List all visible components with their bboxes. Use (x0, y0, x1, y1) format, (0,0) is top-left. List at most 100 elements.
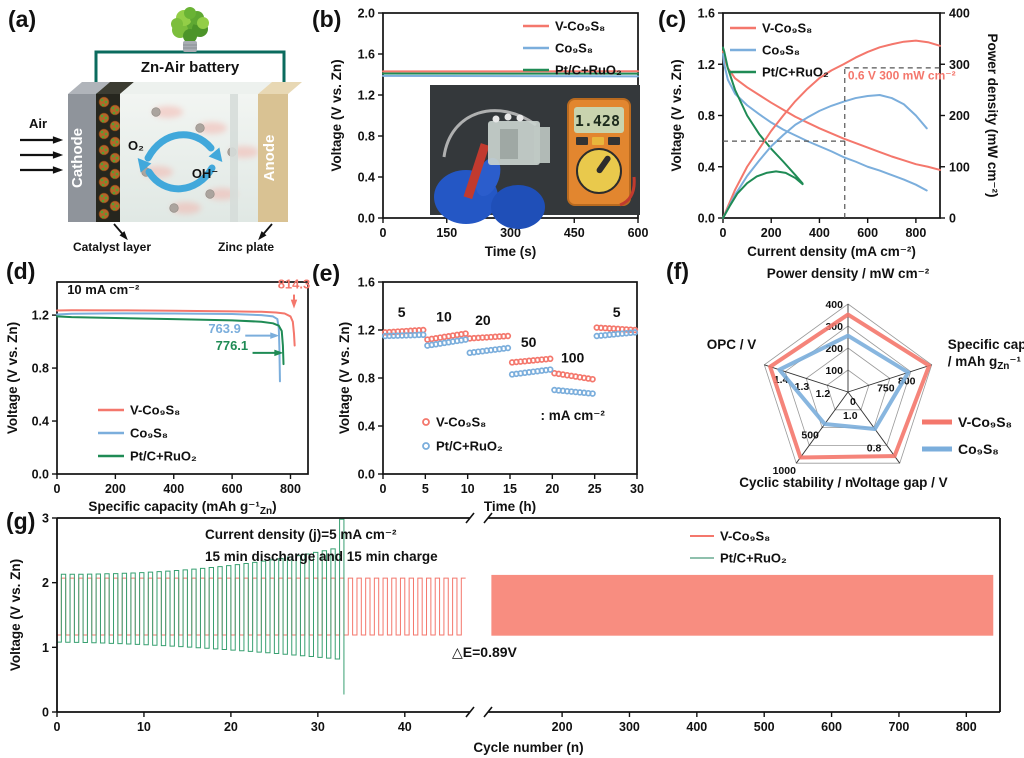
scatter-Pt/C+RuO₂ (504, 344, 512, 352)
panel-c-polarization-chart: 0 200 400 600 800 0.0 0.4 0.8 1.2 1.6 0 100 200 300 40… (669, 7, 1000, 260)
svg-text:0.8: 0.8 (358, 372, 375, 386)
svg-text:800: 800 (956, 720, 977, 734)
panel-b-label: (b) (312, 6, 342, 32)
svg-text:0: 0 (42, 706, 49, 720)
svg-text:600: 600 (821, 720, 842, 734)
svg-text:1.6: 1.6 (698, 7, 715, 21)
svg-text:600: 600 (857, 226, 878, 240)
svg-text:500: 500 (801, 430, 819, 442)
panel-b-multimeter-photo-inset: 1.428 (430, 85, 640, 229)
multimeter-reading: 1.428 (575, 112, 620, 130)
svg-text:0: 0 (949, 212, 956, 226)
red-probe (463, 143, 490, 200)
svg-text:200: 200 (761, 226, 782, 240)
svg-text:0.0: 0.0 (698, 212, 715, 226)
svg-text:Time (h): Time (h) (484, 499, 536, 514)
scatter-Pt/C+RuO₂ (419, 331, 427, 339)
svg-text:Voltage (V vs. Zn): Voltage (V vs. Zn) (5, 322, 20, 434)
svg-text:20: 20 (545, 482, 559, 496)
panel-e-rate-performance-chart: 0 5 10 15 20 25 30 0.0 0.4 0.8 1.2 1.6 Time (h) Volta… (337, 276, 644, 515)
scatter-Pt/C+RuO₂ (546, 366, 554, 373)
svg-text:500: 500 (754, 720, 775, 734)
svg-text:V-Co₉S₈: V-Co₉S₈ (555, 19, 605, 34)
scatter-V-Co₉S₈ (504, 332, 512, 340)
radar-series-Co₉S₈ (777, 333, 911, 432)
svg-text:Voltage gap / V: Voltage gap / V (852, 475, 948, 490)
svg-text:1.2: 1.2 (358, 324, 375, 338)
svg-text:3: 3 (42, 512, 49, 526)
svg-text:0: 0 (850, 396, 856, 408)
separator (230, 94, 238, 222)
svg-text:Zinc plate: Zinc plate (218, 240, 274, 254)
svg-text:Time (s): Time (s) (485, 244, 537, 259)
panel-a-label: (a) (8, 6, 37, 32)
svg-text:300: 300 (825, 321, 843, 333)
svg-text:Anode: Anode (261, 135, 278, 182)
green-bulb-icon (183, 29, 197, 43)
svg-text:Voltage (V vs. Zn): Voltage (V vs. Zn) (8, 559, 23, 671)
bulb-base (183, 41, 197, 52)
svg-text:V-Co₉S₈: V-Co₉S₈ (762, 21, 812, 36)
scatter-V-Co₉S₈ (546, 355, 554, 363)
multimeter-display (574, 107, 624, 133)
svg-text:Cycle number (n): Cycle number (n) (473, 740, 583, 755)
svg-text:30: 30 (311, 720, 325, 734)
svg-text:200: 200 (105, 482, 126, 496)
svg-text:0: 0 (380, 226, 387, 240)
svg-text:1.2: 1.2 (32, 309, 49, 323)
panel-f-radar-chart: 1002003004007508001.00.850010001.21.31.4… (707, 266, 1024, 490)
svg-text:10 mA cm⁻²: 10 mA cm⁻² (67, 282, 140, 297)
svg-text:O₂: O₂ (128, 138, 144, 153)
panel-a-battery-schematic: Zn-Air battery Air O₂ OH⁻ Cathode Anode Cataly… (20, 7, 302, 254)
svg-text:Pt/C+RuO₂: Pt/C+RuO₂ (130, 449, 197, 464)
o2-to-oh-arrow-icon (144, 131, 215, 162)
svg-text:1.6: 1.6 (358, 48, 375, 62)
series-V-Co₉S₈ power (722, 39, 941, 219)
plot-box (722, 12, 941, 219)
particle (151, 107, 161, 117)
svg-text:15: 15 (503, 482, 517, 496)
svg-text:Pt/C+RuO₂: Pt/C+RuO₂ (555, 63, 622, 78)
svg-text:20: 20 (475, 312, 491, 328)
svg-text:600: 600 (628, 226, 649, 240)
svg-text:5: 5 (613, 304, 621, 320)
scatter-V-Co₉S₈ (462, 330, 469, 337)
oh-to-o2-arrow-icon (145, 164, 216, 193)
svg-text:OH⁻: OH⁻ (192, 166, 218, 181)
plot-box (382, 281, 638, 475)
scatter-Pt/C+RuO₂ (589, 390, 596, 397)
svg-text:0.8: 0.8 (698, 109, 715, 123)
svg-text:1.6: 1.6 (358, 276, 375, 290)
svg-text:763.9: 763.9 (208, 321, 241, 336)
series-Pt/C+RuO₂ power (722, 170, 804, 219)
svg-text:Specific capacity: Specific capacity (948, 337, 1024, 352)
svg-text:2.0: 2.0 (358, 7, 375, 21)
green-bulb-icon (197, 17, 209, 29)
svg-text:10: 10 (461, 482, 475, 496)
svg-text:Voltage (V vs. Zn): Voltage (V vs. Zn) (669, 59, 684, 171)
svg-text:2: 2 (42, 576, 49, 590)
series-Co₉S₈ power (722, 94, 928, 219)
series-V-Co₉S₈ (56, 309, 296, 347)
svg-text:OPC / V: OPC / V (707, 337, 757, 352)
series-V-Co₉S₈ (722, 50, 941, 171)
svg-text:5: 5 (422, 482, 429, 496)
svg-text:400: 400 (163, 482, 184, 496)
svg-text:Co₉S₈: Co₉S₈ (555, 41, 593, 56)
svg-text:Current density (mA cm⁻²): Current density (mA cm⁻²) (747, 244, 916, 259)
svg-text:400: 400 (825, 299, 843, 311)
svg-text:Cathode: Cathode (69, 128, 86, 188)
svg-text:0: 0 (54, 720, 61, 734)
svg-text:1: 1 (42, 641, 49, 655)
panel-d-specific-capacity-chart: 0 200 400 600 800 0.0 0.4 0.8 1.2 Specific capaci… (5, 277, 310, 517)
svg-text:25: 25 (588, 482, 602, 496)
svg-text:1.2: 1.2 (698, 58, 715, 72)
particle (195, 123, 205, 133)
probe-wire (619, 176, 636, 207)
svg-text:1000: 1000 (773, 465, 797, 477)
svg-text:V-Co₉S₈: V-Co₉S₈ (958, 414, 1012, 430)
svg-text:700: 700 (889, 720, 910, 734)
panel-g-cycling-stability-chart: 0 10 20 30 40 200 300 400 500 600 700 800 0 1 2 3 Cycle … (8, 512, 1001, 755)
svg-text:0.6 V 300 mW cm⁻²: 0.6 V 300 mW cm⁻² (848, 69, 956, 83)
svg-text:0.0: 0.0 (358, 468, 375, 482)
